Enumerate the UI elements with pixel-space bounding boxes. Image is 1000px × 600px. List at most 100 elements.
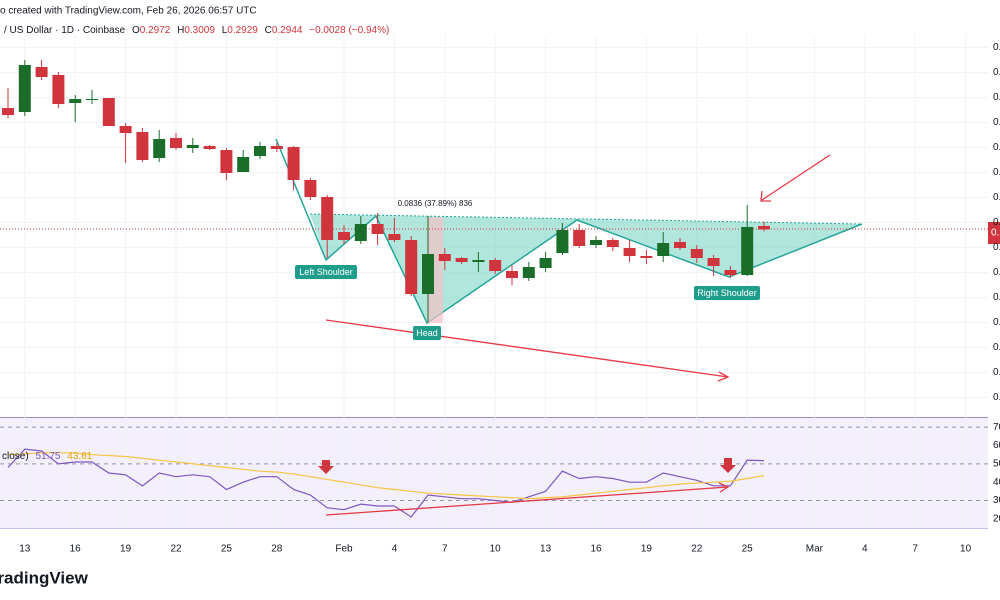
x-tick-label: 19 [641, 544, 653, 555]
y-tick-label: 0.3 [993, 217, 1000, 228]
candles [2, 60, 770, 323]
y-tick-label: 50 [993, 458, 1000, 469]
y-tick-label: 0.36 [993, 142, 1000, 153]
pattern-fill [310, 214, 862, 323]
y-tick-label: 60 [993, 440, 1000, 451]
change: −0.0028 (−0.94%) [309, 25, 389, 36]
neckline [309, 213, 863, 225]
x-tick-label: 28 [271, 544, 283, 555]
x-tick-label: 25 [742, 544, 754, 555]
y-tick-label: 20 [993, 513, 1000, 524]
left-shoulder-label: Left Shoulder [299, 267, 353, 277]
y-tick-label: 0.16 [993, 392, 1000, 403]
symbol: / US Dollar · 1D · Coinbase [4, 25, 126, 36]
ohlc-header: / US Dollar · 1D · Coinbase O0.2972 H0.3… [4, 25, 389, 36]
x-tick-label: 25 [221, 544, 233, 555]
label-box [295, 265, 357, 279]
x-tick-label: 22 [170, 544, 182, 555]
x-tick-label: 16 [590, 544, 602, 555]
candle-body [623, 248, 636, 256]
y-tick-label: 0.42 [993, 67, 1000, 78]
measure-box [427, 217, 443, 323]
grid [0, 35, 988, 528]
ohlc-letter: H [177, 25, 184, 36]
rsi-lines [7, 448, 765, 518]
ohlc-value: 0.3009 [184, 25, 215, 36]
candle-body [472, 260, 485, 262]
x-tick-label: 4 [392, 544, 398, 555]
series-line [7, 452, 765, 500]
measure-label: 0.0836 (37.89%) 836 [398, 199, 473, 208]
candle-body [741, 227, 754, 275]
arrow [325, 319, 729, 378]
x-tick-label: 7 [912, 544, 918, 555]
x-tick-label: 22 [691, 544, 703, 555]
candle-body [254, 146, 266, 156]
candle-body [707, 258, 720, 266]
ohlc-letter: C [265, 25, 272, 36]
candle-body [556, 230, 569, 253]
candle-body [119, 126, 132, 133]
y-tick-label: 0.38 [993, 117, 1000, 128]
y-tick-label: 0.32 [993, 192, 1000, 203]
rsi-legend-prefix: close) [2, 451, 29, 462]
candle-body [455, 258, 468, 262]
candle-body [758, 226, 770, 230]
candle-body [354, 224, 367, 241]
y-tick-label: 0.2 [993, 342, 1000, 353]
down-arrow [720, 458, 736, 473]
candle-body [674, 242, 686, 248]
brand: TradingView [0, 568, 89, 587]
y-tick-label: 0.44 [993, 42, 1000, 53]
candle-body [186, 145, 199, 148]
candle-body [52, 75, 65, 104]
label-box [694, 286, 760, 300]
candle-body [606, 240, 619, 247]
x-tick-label: 19 [120, 544, 132, 555]
y-tick-label: 0.26 [993, 267, 1000, 278]
arrow [325, 486, 729, 516]
credit: o created with TradingView.com, Feb 26, … [0, 6, 257, 17]
candle-body [573, 230, 586, 246]
candle-body [422, 254, 434, 294]
last-price-label: 0.2944 [991, 228, 1000, 239]
y-tick-label: 70 [993, 422, 1000, 433]
candle-body [304, 180, 317, 197]
arrows [325, 154, 831, 516]
candle-body [153, 139, 166, 158]
y-tick-label: 40 [993, 477, 1000, 488]
candle-body [35, 67, 48, 77]
candle-body [489, 260, 502, 271]
x-tick-label: 13 [540, 544, 552, 555]
candle-body [270, 146, 283, 149]
right-shoulder-label: Right Shoulder [697, 288, 757, 298]
y-tick-label: 0.24 [993, 292, 1000, 303]
candle-body [590, 240, 602, 245]
arrow-head [718, 482, 730, 493]
y-tick-label: 0.18 [993, 367, 1000, 378]
candle-body [405, 240, 418, 294]
ohlc-letter: O [132, 25, 140, 36]
last-price-box [988, 222, 1000, 244]
ma-value: 43.61 [67, 451, 92, 462]
arrow [761, 154, 831, 201]
series-line [7, 448, 765, 518]
candle-body [690, 249, 703, 258]
candle-body [220, 150, 233, 173]
candle-body [102, 98, 115, 126]
candle-body [522, 267, 535, 278]
y-tick-label: 0.22 [993, 317, 1000, 328]
y-tick-label: 30 [993, 495, 1000, 506]
head-label: Head [416, 328, 438, 338]
arrow-head [760, 190, 771, 202]
candle-body [2, 108, 14, 115]
candle-body [371, 224, 384, 234]
candle-body [321, 197, 334, 240]
candle-body [18, 65, 31, 112]
rsi-value: 51.75 [35, 451, 60, 462]
ohlc-value: 0.2929 [227, 25, 258, 36]
candle-body [69, 99, 82, 103]
down-arrow [318, 460, 334, 474]
candle-body [136, 132, 149, 160]
